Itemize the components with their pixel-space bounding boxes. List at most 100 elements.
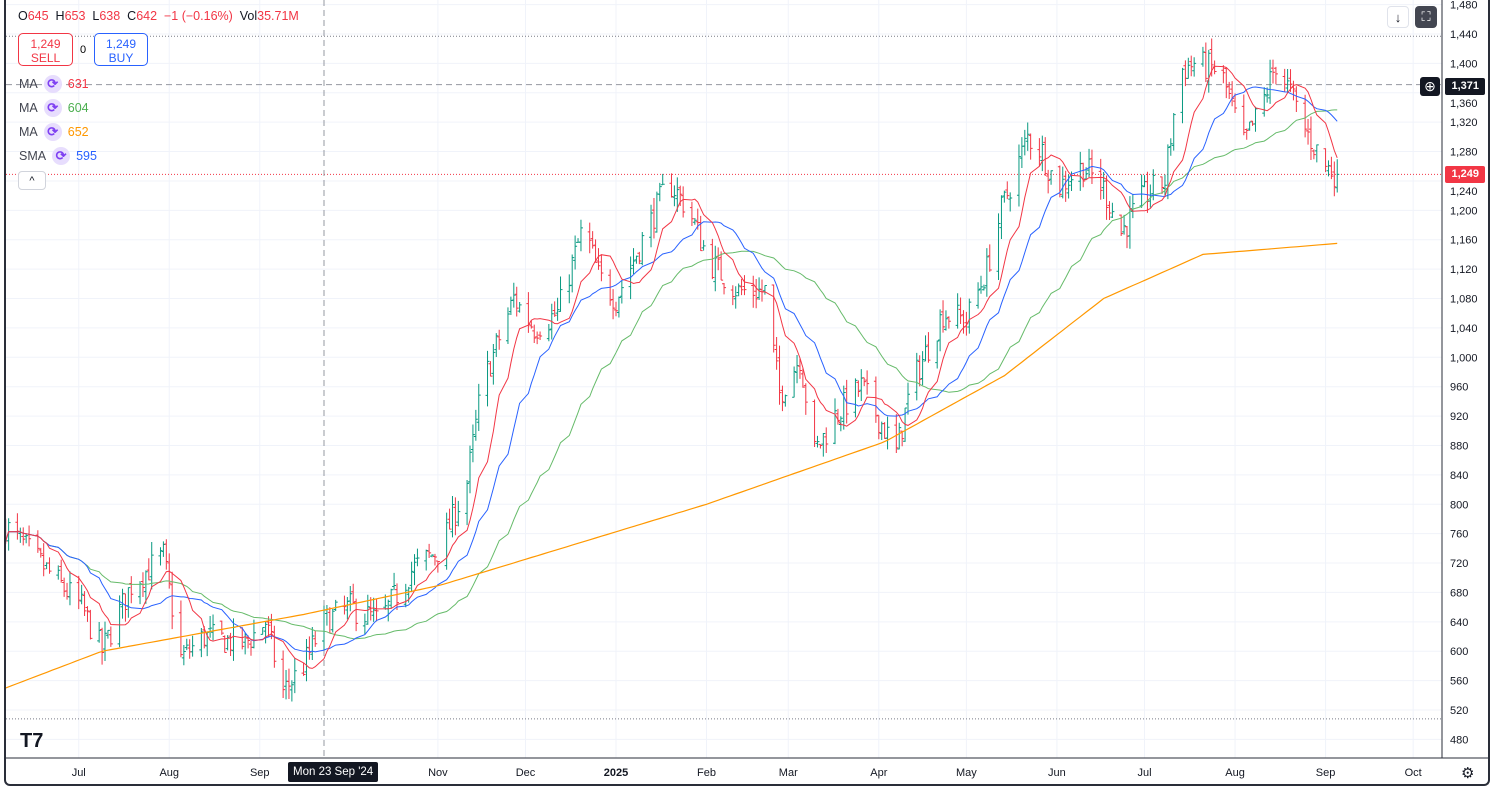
ohlc-bar bbox=[21, 527, 26, 546]
ohlc-bar bbox=[979, 275, 983, 294]
ohlc-bar bbox=[1212, 60, 1217, 75]
chevron-up-icon: ^ bbox=[29, 175, 35, 187]
ohlc-bar bbox=[430, 554, 435, 558]
ohlc-bar bbox=[1268, 59, 1273, 104]
ohlc-bar bbox=[371, 597, 376, 622]
ohlc-bar bbox=[587, 222, 592, 254]
buy-button[interactable]: 1,249 BUY bbox=[94, 33, 148, 66]
ohlc-bar bbox=[345, 596, 350, 620]
ohlc-bar bbox=[535, 331, 540, 345]
ohlc-bar bbox=[129, 576, 134, 604]
ohlc-bar bbox=[984, 248, 989, 297]
last-price-label: 1,249 bbox=[1445, 166, 1485, 183]
ohlc-bar bbox=[742, 275, 747, 296]
ohlc-bar bbox=[614, 301, 618, 317]
ohlc-bar bbox=[926, 332, 931, 363]
ohlc-bar bbox=[1265, 87, 1270, 103]
ohlc-bar bbox=[1081, 162, 1086, 188]
y-tick-label: 1,200 bbox=[1450, 205, 1478, 217]
ohlc-bar bbox=[1005, 181, 1010, 200]
collapse-legend-button[interactable]: ^ bbox=[18, 171, 46, 190]
ohlc-bar bbox=[330, 608, 335, 633]
add-alert-button[interactable]: ⊕ bbox=[1420, 77, 1440, 96]
ohlc-bar bbox=[853, 378, 858, 418]
indicator-ma-1[interactable]: MA ⟳ 631 bbox=[19, 75, 89, 93]
refresh-icon[interactable]: ⟳ bbox=[43, 99, 62, 117]
ohlc-bar bbox=[611, 289, 616, 320]
ohlc-bar bbox=[435, 560, 440, 573]
buy-price: 1,249 bbox=[105, 37, 137, 51]
ohlc-bar bbox=[681, 186, 686, 218]
sell-price: 1,249 bbox=[30, 37, 61, 51]
indicator-ma-2[interactable]: MA ⟳ 604 bbox=[19, 99, 89, 117]
ohlc-bar bbox=[374, 599, 379, 622]
price-chart[interactable]: 480 520 560 600 640 680 720 760 800 840 880 920 960 1… bbox=[6, 0, 1490, 786]
ohlc-bar bbox=[1273, 66, 1278, 85]
ohlc-bar bbox=[304, 638, 309, 682]
y-tick-label: 1,400 bbox=[1450, 58, 1478, 70]
fullscreen-button[interactable]: ⛶ bbox=[1415, 6, 1437, 28]
ohlc-bar bbox=[424, 549, 429, 571]
ohlc-bar bbox=[415, 548, 420, 567]
ohlc-bar bbox=[473, 409, 478, 441]
ohlc-bar bbox=[354, 598, 359, 632]
refresh-icon[interactable]: ⟳ bbox=[52, 147, 71, 165]
ohlc-bar bbox=[260, 627, 265, 635]
ma-red-line bbox=[6, 65, 1338, 669]
indicator-sma[interactable]: SMA ⟳ 595 bbox=[19, 147, 97, 165]
ohlc-bar bbox=[412, 554, 417, 586]
open-value: 645 bbox=[27, 9, 49, 23]
ohlc-bar bbox=[108, 626, 113, 647]
ohlc-bar bbox=[161, 541, 166, 557]
ohlc-bar bbox=[649, 204, 654, 248]
buy-label: BUY bbox=[108, 51, 134, 65]
scroll-to-latest-button[interactable]: ↓ bbox=[1387, 6, 1409, 28]
ohlc-bar bbox=[879, 421, 884, 441]
ohlc-bar bbox=[751, 275, 756, 308]
ohlc-bar bbox=[570, 254, 575, 293]
change-value: −1 (−0.16%) bbox=[164, 9, 233, 23]
refresh-icon[interactable]: ⟳ bbox=[43, 123, 62, 141]
x-tick-label: Dec bbox=[516, 767, 536, 779]
chart-pane[interactable]: 480 520 560 600 640 680 720 760 800 840 880 920 960 1… bbox=[4, 0, 1490, 786]
sell-button[interactable]: 1,249 SELL bbox=[18, 33, 73, 66]
volume-key: Vol bbox=[239, 9, 258, 23]
y-tick-label: 480 bbox=[1450, 734, 1468, 746]
ohlc-bar bbox=[1046, 169, 1051, 194]
ohlc-bar bbox=[654, 191, 659, 233]
ohlc-bar bbox=[538, 331, 543, 341]
last-price: 1,249 bbox=[1451, 168, 1479, 180]
indicator-ma-3[interactable]: MA ⟳ 652 bbox=[19, 123, 89, 141]
y-tick-label: 1,080 bbox=[1450, 294, 1478, 306]
open-key: O bbox=[18, 9, 28, 23]
y-tick-label: 600 bbox=[1450, 646, 1468, 658]
refresh-icon[interactable]: ⟳ bbox=[43, 75, 62, 93]
ohlc-bar bbox=[333, 599, 338, 612]
ohlc-bar bbox=[634, 255, 639, 264]
ohlc-bar bbox=[409, 561, 414, 593]
ohlc-bar bbox=[100, 627, 105, 665]
ohlc-bar bbox=[757, 277, 762, 300]
ohlc-bar bbox=[158, 547, 163, 566]
ohlc-bar bbox=[1311, 149, 1316, 160]
ohlc-bar bbox=[284, 670, 289, 700]
ohlc-bar bbox=[444, 512, 449, 570]
ohlc-bar bbox=[619, 280, 624, 304]
y-tick-label: 920 bbox=[1450, 411, 1468, 423]
ohlc-bar bbox=[1110, 202, 1115, 219]
ohlc-bar bbox=[1028, 133, 1033, 160]
ohlc-bar bbox=[67, 571, 72, 606]
settings-button[interactable]: ⚙ bbox=[1461, 764, 1474, 782]
ohlc-bar bbox=[403, 583, 408, 608]
ohlc-bar bbox=[1335, 159, 1340, 193]
ohlc-bar bbox=[637, 251, 642, 265]
ohlc-bar bbox=[505, 307, 510, 345]
y-tick-label: 1,240 bbox=[1450, 186, 1478, 198]
ohlc-bar bbox=[59, 559, 64, 583]
y-tick-label: 560 bbox=[1450, 676, 1468, 688]
y-tick-label: 880 bbox=[1450, 440, 1468, 452]
ohlc-bar bbox=[981, 284, 986, 291]
ohlc-bar bbox=[1183, 60, 1188, 87]
ohlc-bar bbox=[797, 358, 802, 379]
ohlc-bar bbox=[856, 380, 861, 397]
